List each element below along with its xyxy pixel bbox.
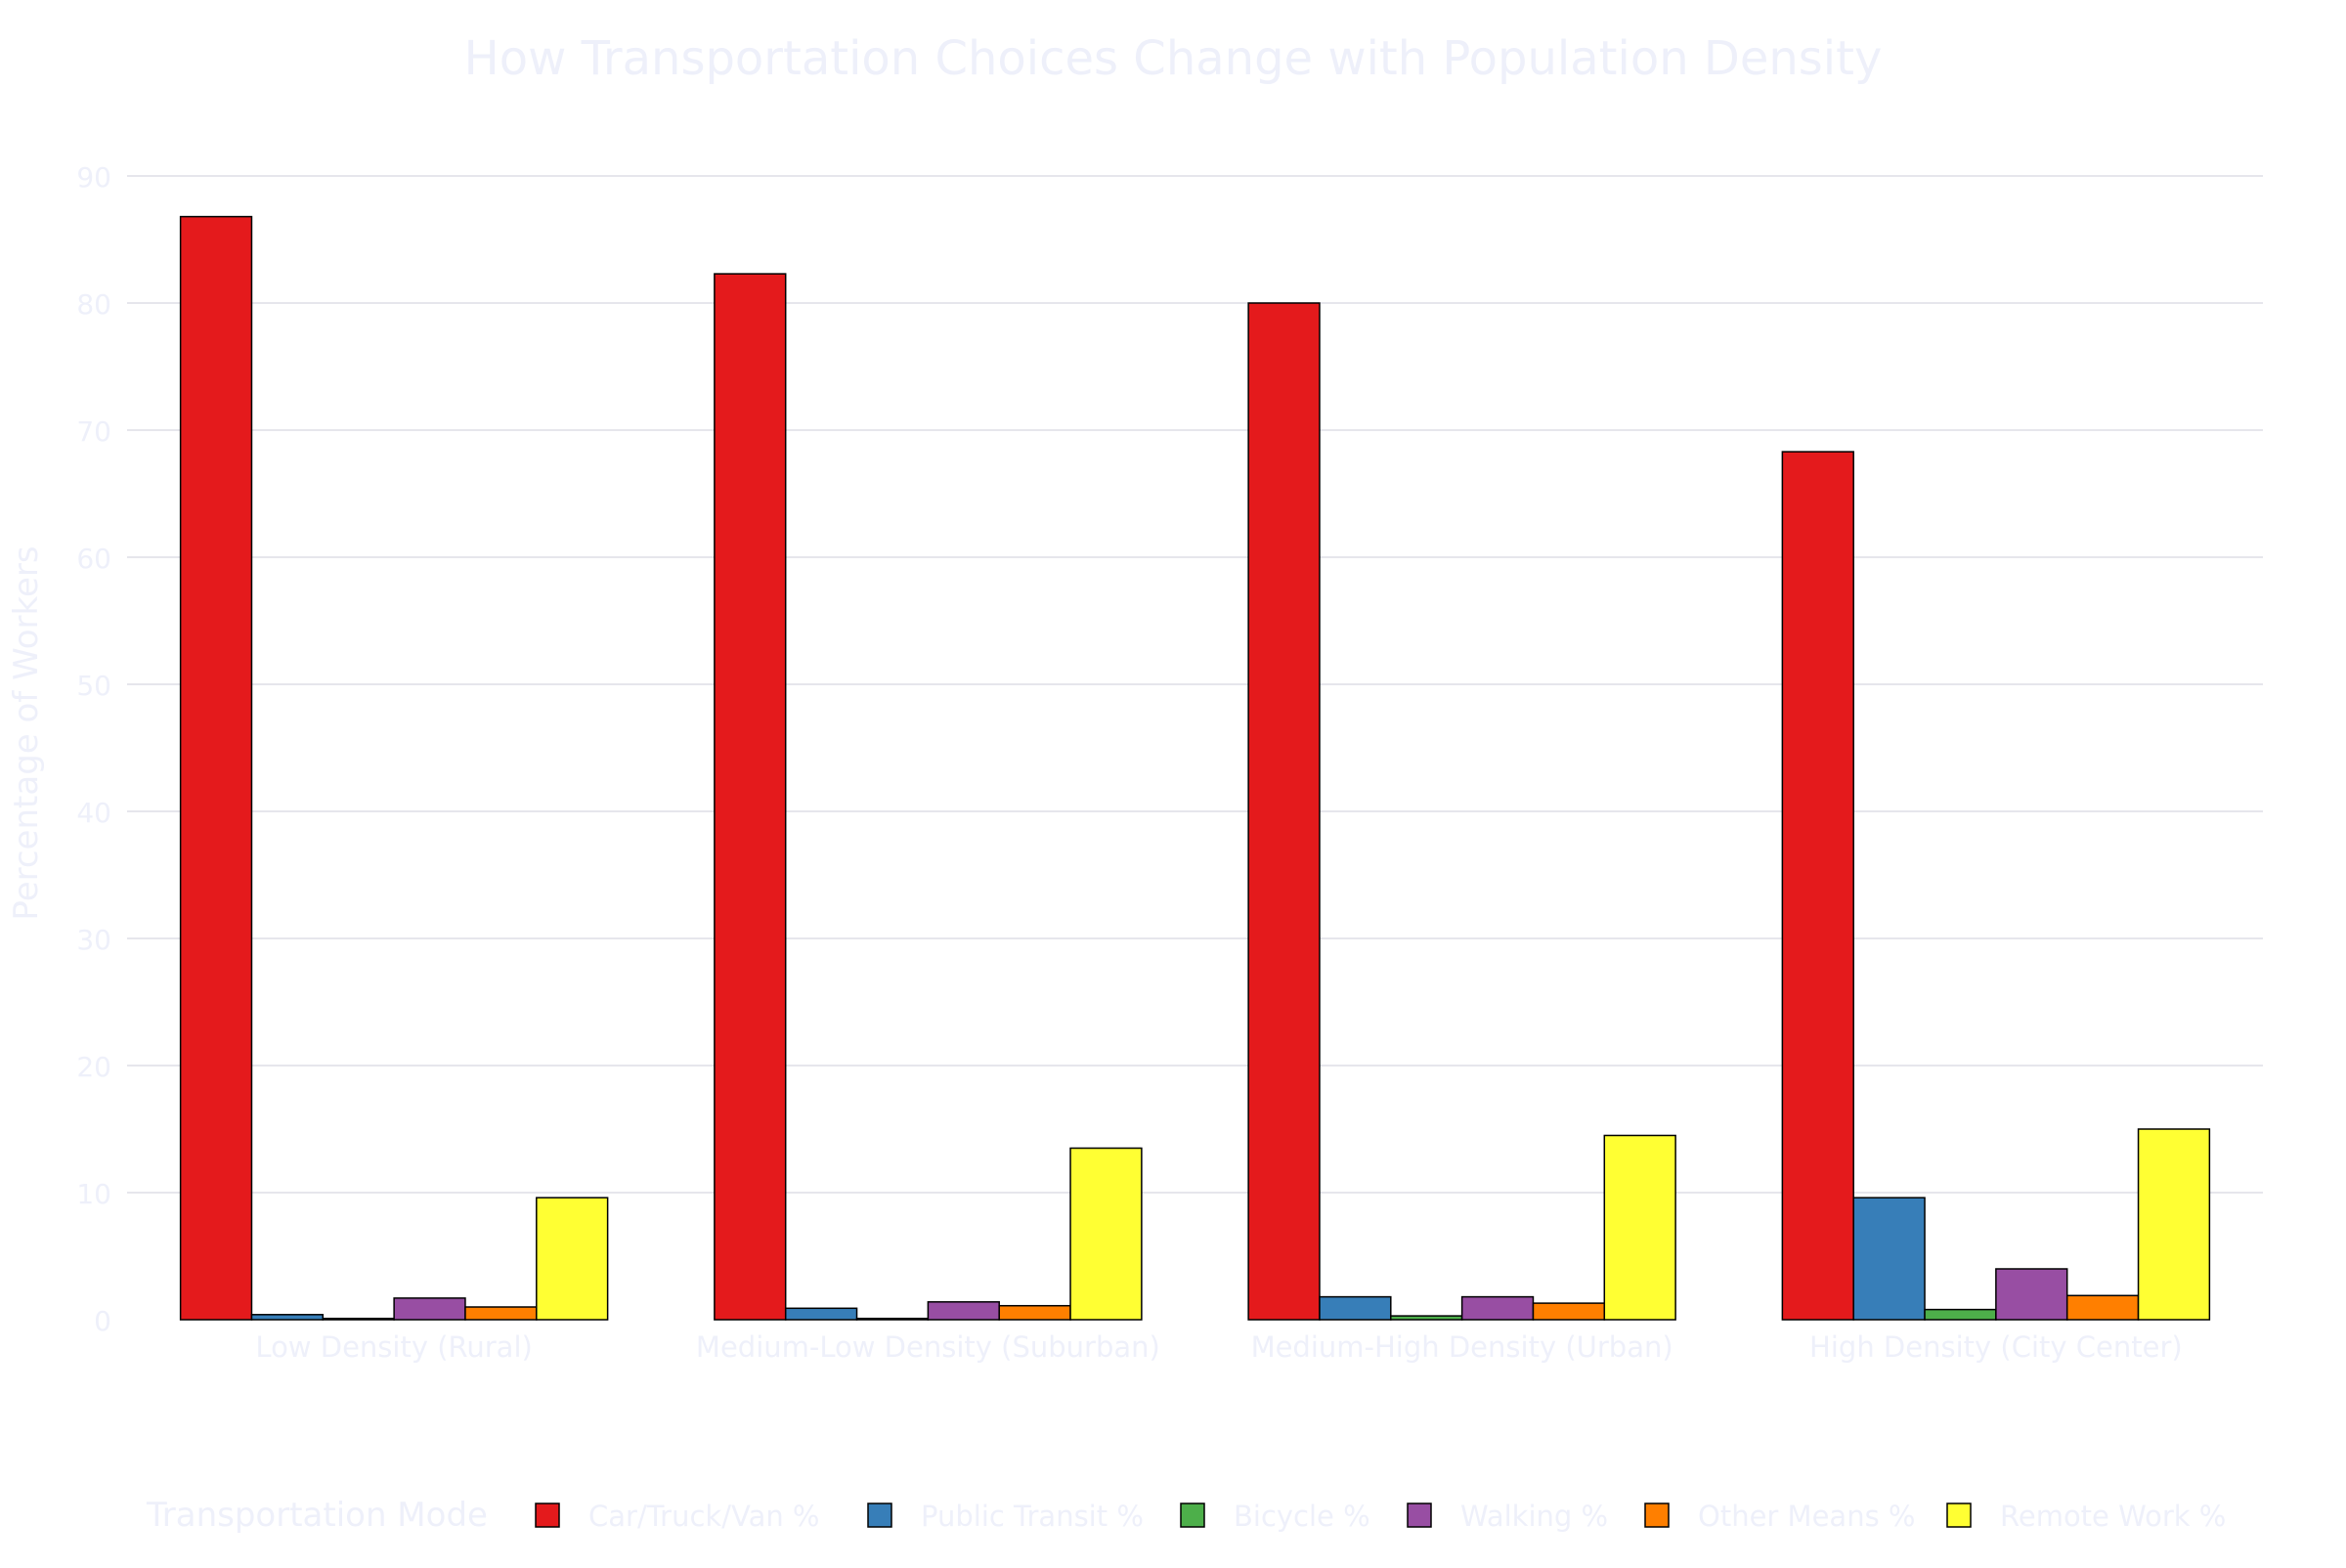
legend-swatch (1946, 1503, 1972, 1528)
y-tick-label: 30 (76, 924, 111, 956)
legend-label: Walking % (1460, 1500, 1608, 1533)
legend-label: Public Transit % (921, 1500, 1144, 1533)
y-axis-ticks: 0 10 20 30 40 50 60 70 80 90 (76, 161, 111, 1337)
legend-swatch (1644, 1503, 1670, 1528)
x-tick-label: Low Density (Rural) (255, 1330, 532, 1364)
bar-walking (927, 1301, 1000, 1321)
legend-label: Car/Truck/Van % (588, 1500, 820, 1533)
bar-car-truck-van (1781, 451, 1854, 1321)
legend-label: Remote Work % (2000, 1500, 2226, 1533)
bar-public-transit (784, 1307, 858, 1321)
bars (179, 215, 2211, 1321)
y-tick-label: 90 (76, 161, 111, 194)
bar-public-transit (1852, 1197, 1926, 1321)
x-tick-label: Medium-Low Density (Suburban) (696, 1330, 1160, 1364)
y-tick-label: 10 (76, 1178, 111, 1210)
bar-other-means (464, 1306, 538, 1321)
legend-swatch (867, 1503, 892, 1528)
bar-car-truck-van (714, 273, 787, 1321)
legend-title: Transportation Mode (146, 1496, 488, 1535)
bar-other-means (2065, 1294, 2140, 1321)
y-axis-label: Percentage of Workers (7, 545, 46, 920)
bar-remote-work (536, 1197, 609, 1321)
bar-walking (393, 1297, 466, 1321)
bar-car-truck-van (1247, 302, 1321, 1321)
y-tick-label: 20 (76, 1051, 111, 1083)
bar-car-truck-van (179, 215, 253, 1321)
legend: Transportation Mode Car/Truck/Van % Publi… (146, 1496, 2226, 1535)
bar-remote-work (2137, 1128, 2211, 1321)
bar-public-transit (250, 1314, 325, 1321)
bar-remote-work (1069, 1147, 1143, 1321)
bar-walking (1995, 1268, 2068, 1321)
bar-other-means (998, 1304, 1071, 1321)
chart-title: How Transportation Choices Change with P… (464, 31, 1883, 86)
y-tick-label: 50 (76, 670, 111, 702)
bar-other-means (1532, 1302, 1606, 1321)
x-tick-label: High Density (City Center) (1809, 1330, 2183, 1364)
bar-bicycle (855, 1317, 930, 1321)
y-tick-label: 40 (76, 797, 111, 829)
legend-swatch (1180, 1503, 1205, 1528)
bar-bicycle (1390, 1315, 1463, 1321)
bar-bicycle (1924, 1308, 1997, 1321)
bar-remote-work (1603, 1134, 1676, 1321)
legend-swatch (1407, 1503, 1432, 1528)
bar-bicycle (322, 1317, 395, 1321)
legend-label: Other Means % (1698, 1500, 1915, 1533)
bar-walking (1460, 1295, 1535, 1321)
gridlines (127, 175, 2263, 1194)
x-tick-label: Medium-High Density (Urban) (1251, 1330, 1673, 1364)
x-axis-ticks: Low Density (Rural) Medium-Low Density (S… (255, 1330, 2182, 1364)
legend-label: Bicycle % (1234, 1500, 1370, 1533)
bar-public-transit (1319, 1295, 1392, 1321)
y-tick-label: 70 (76, 415, 111, 448)
y-tick-label: 80 (76, 288, 111, 321)
legend-swatch (535, 1503, 560, 1528)
y-tick-label: 60 (76, 543, 111, 575)
y-tick-label: 0 (94, 1305, 111, 1337)
